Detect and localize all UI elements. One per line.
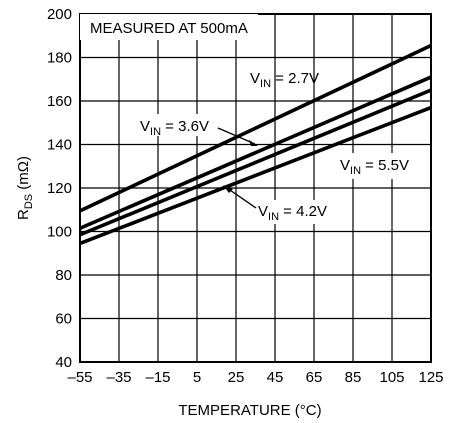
x-tick-label: 65: [306, 369, 323, 386]
x-axis-title: TEMPERATURE (°C): [178, 402, 321, 419]
y-axis-title: RDS (mΩ): [15, 156, 35, 220]
series-label-4.2v: VIN = 4.2V: [258, 203, 327, 223]
y-tick-label: 40: [55, 354, 72, 371]
x-tick-label: –55: [67, 369, 92, 386]
y-tick-label: 120: [47, 180, 72, 197]
x-tick-label: 5: [193, 369, 201, 386]
label-background-4.2v: [250, 200, 342, 224]
leader-arrow-3.6v: [249, 140, 258, 146]
leader-line-3.6v: [217, 127, 256, 145]
series-line-5.5v: [79, 105, 432, 246]
x-tick-label: –35: [106, 369, 131, 386]
series-line-3.6v: [79, 75, 432, 230]
x-tick-labels: –55 –35 –15 5 25 45 65 85 105 125: [67, 369, 443, 386]
series-line-4.2v: [79, 88, 432, 237]
x-tick-label: –15: [145, 369, 170, 386]
x-tick-label: 25: [228, 369, 245, 386]
x-tick-label: 105: [379, 369, 404, 386]
y-tick-label: 60: [55, 311, 72, 328]
label-background-3.6v: [136, 114, 218, 136]
label-background-5.5v: [338, 153, 430, 179]
leader-arrow-4.2v: [223, 185, 233, 193]
leader-line-4.2v: [226, 187, 257, 209]
y-tick-label: 180: [47, 50, 72, 67]
series-line-2.7v: [79, 43, 432, 213]
x-tick-label: 45: [267, 369, 284, 386]
y-tick-labels: 40 60 80 100 120 140 160 180 200: [47, 6, 72, 371]
y-tick-label: 100: [47, 224, 72, 241]
note-background: [80, 14, 258, 40]
y-tick-label: 140: [47, 137, 72, 154]
x-tick-label: 125: [418, 369, 443, 386]
measurement-note: MEASURED AT 500mA: [90, 20, 248, 37]
series-lines: [79, 43, 432, 246]
x-tick-label: 85: [345, 369, 362, 386]
y-tick-label: 160: [47, 93, 72, 110]
series-label-3.6v: VIN = 3.6V: [140, 118, 209, 138]
series-label-2.7v: VIN = 2.7V: [250, 70, 319, 90]
series-label-5.5v: VIN = 5.5V: [340, 157, 409, 177]
y-tick-label: 200: [47, 6, 72, 23]
y-tick-label: 80: [55, 267, 72, 284]
